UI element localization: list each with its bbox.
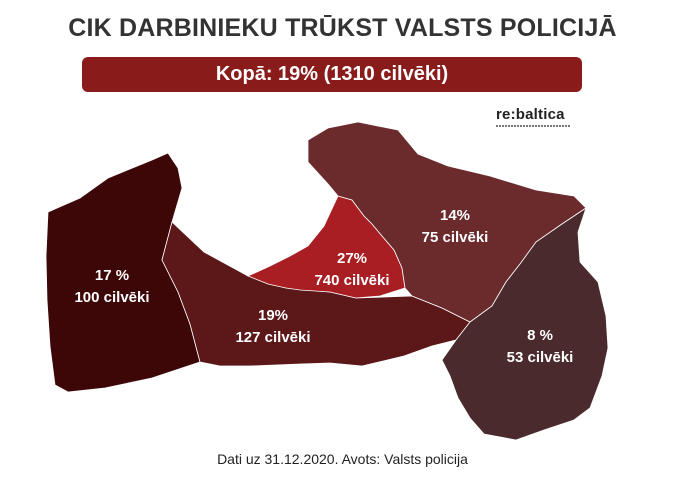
total-banner-text: Kopā: 19% (1310 cilvēki) [215,63,449,85]
region-latgale [441,207,609,441]
total-banner: Kopā: 19% (1310 cilvēki) [82,57,582,92]
region-label-kurzeme: 17 % 100 cilvēki [57,265,167,309]
region-label-riga: 27% 740 cilvēki [297,248,407,292]
region-people: 75 cilvēki [421,229,489,246]
logo-tagline [496,125,570,127]
region-people: 100 cilvēki [74,289,150,306]
region-label-vidzeme: 14% 75 cilvēki [400,205,510,249]
page-title: CIK DARBINIEKU TRŪKST VALSTS POLICIJĀ [68,14,617,42]
region-percent: 19% [257,307,289,324]
region-percent: 27% [336,250,368,267]
region-percent: 14% [439,207,471,224]
region-label-latgale: 8 % 53 cilvēki [485,325,595,369]
region-label-zemgale: 19% 127 cilvēki [218,305,328,349]
region-percent: 17 % [94,267,130,284]
logo-text: re:baltica [496,106,565,123]
region-percent: 8 % [527,327,553,344]
source-note: Dati uz 31.12.2020. Avots: Valsts polici… [217,451,468,467]
region-people: 740 cilvēki [314,272,390,289]
rebaltica-logo: re:baltica [496,106,576,130]
region-people: 127 cilvēki [235,329,311,346]
region-people: 53 cilvēki [506,349,574,366]
